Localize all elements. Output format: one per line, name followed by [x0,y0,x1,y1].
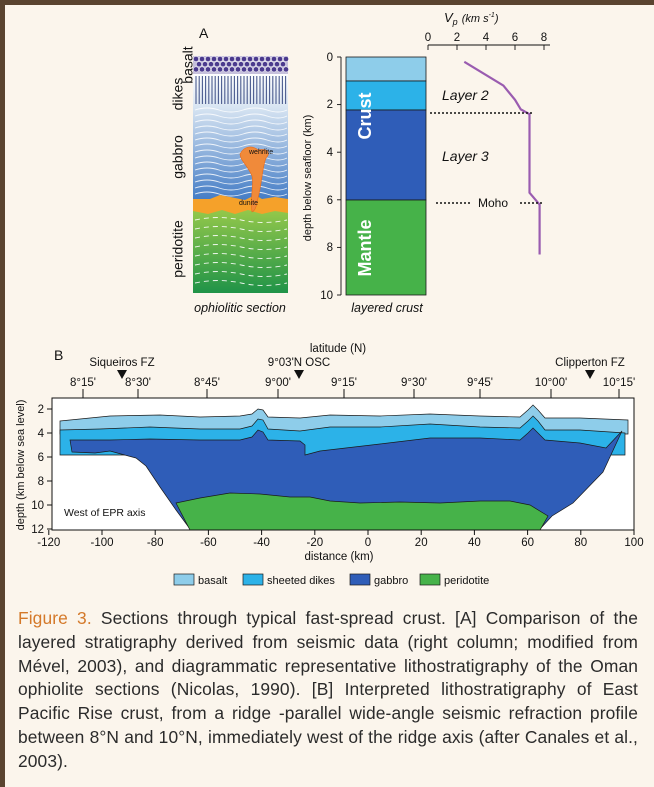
mantle-label: Mantle [355,219,375,276]
marker-siqueiros-label: Siqueiros FZ [89,357,154,369]
depth-tick-label: 4 [38,428,45,440]
distance-tick-label: 80 [574,537,587,549]
lat-tick-label: 10°15' [603,377,635,389]
distance-tick-label: -40 [253,537,270,549]
section-ylabel: depth (km below sea level) [15,400,27,531]
panel-a-label: A [199,25,209,41]
legend-label-peridotite: peridotite [444,575,489,587]
section-basalt [59,404,629,435]
vp-tick-2: 2 [454,32,460,44]
distance-tick-label: -60 [200,537,217,549]
depth-axis [337,56,342,296]
legend-swatch-gabbro [349,573,371,586]
vp-axis-title: Vp (km s-1) [444,10,499,27]
depth-tick-4: 4 [327,147,334,159]
lat-tick-label: 8°45' [194,377,220,389]
wehrlite-body [239,146,269,213]
caption-text: Sections through typical fast-spread cru… [18,608,638,771]
distance-tick-label: 100 [624,537,643,549]
layer-basalt [345,56,427,82]
depth-tick-label: 2 [38,404,44,416]
marker-siqueiros-triangle [117,370,127,379]
latitude-title: latitude (N) [310,343,366,355]
distance-tick-label: -80 [147,537,164,549]
section-note: West of EPR axis [64,507,146,519]
wehrlite-label: wehrlite [248,149,273,156]
section-axes [47,397,635,535]
layered-caption: layered crust [351,301,423,315]
vp-tick-4: 4 [483,32,490,44]
lat-tick-label: 10°00' [535,377,567,389]
layer3-label: Layer 3 [442,148,489,164]
vp-tick-0: 0 [425,32,431,44]
layer-mantle [345,199,427,296]
caption-lead: Figure 3. [18,608,92,628]
depth-axis-label: depth below seafloor (km) [302,115,314,242]
peridotite-unit [193,208,288,293]
figure-caption: Figure 3. Sections through typical fast-… [18,607,638,774]
depth-tick-label: 6 [38,452,44,464]
distance-tick-label: -20 [306,537,323,549]
depth-tick-0: 0 [327,52,333,64]
depth-tick-10: 10 [320,290,333,302]
unit-label-gabbro: gabbro [170,135,186,179]
vp-axis [427,44,550,50]
lat-tick-label: 9°30' [401,377,427,389]
legend-label-dikes: sheeted dikes [267,575,335,587]
legend-swatch-peridotite [419,573,441,586]
marker-clipperton-label: Clipperton FZ [555,357,625,369]
lat-tick-label: 9°00' [265,377,291,389]
figure-graphics: A wehrlite dunite basalt dikes gabbro pe… [15,10,644,587]
crust-label: Crust [355,92,375,139]
distance-tick-label: 60 [521,537,534,549]
lat-tick-label: 9°15' [331,377,357,389]
panel-b-label: B [54,347,63,363]
lat-tick-label: 9°45' [467,377,493,389]
unit-label-basalt: basalt [180,46,196,83]
depth-tick-6: 6 [327,195,333,207]
marker-clipperton-triangle [585,370,595,379]
depth-tick-label: 10 [31,500,44,512]
layered-column [345,56,427,296]
depth-tick-2: 2 [327,99,333,111]
depth-tick-8: 8 [327,242,333,254]
dunite-layer [193,195,288,214]
ophiolite-caption: ophiolitic section [194,301,286,315]
distance-tick-label: -120 [37,537,60,549]
distance-tick-label: 20 [415,537,428,549]
legend-swatch-dikes [242,573,264,586]
vp-tick-8: 8 [541,32,547,44]
layer2-label: Layer 2 [442,87,489,103]
lat-tick-label: 8°15' [70,377,96,389]
depth-tick-label: 8 [38,476,44,488]
legend-label-gabbro: gabbro [374,575,408,587]
marker-osc-triangle [294,370,304,379]
section-xlabel: distance (km) [304,551,373,563]
dunite-label: dunite [239,200,258,207]
distance-tick-label: -100 [90,537,113,549]
depth-tick-label: 12 [31,524,44,536]
unit-label-peridotite: peridotite [170,220,186,278]
moho-label: Moho [478,196,508,210]
distance-tick-label: 0 [365,537,371,549]
unit-label-dikes: dikes [170,78,186,111]
vp-tick-6: 6 [512,32,518,44]
layer-gabbro [345,109,427,201]
legend-label-basalt: basalt [198,575,227,587]
legend: basalt sheeted dikes gabbro peridotite [173,573,489,587]
section-peridotite [175,492,549,531]
lat-tick-label: 8°30' [125,377,151,389]
legend-swatch-basalt [173,573,195,586]
marker-osc-label: 9°03'N OSC [268,357,330,369]
section-plot [52,398,634,531]
distance-tick-label: 40 [468,537,481,549]
ophiolite-column [193,56,289,293]
